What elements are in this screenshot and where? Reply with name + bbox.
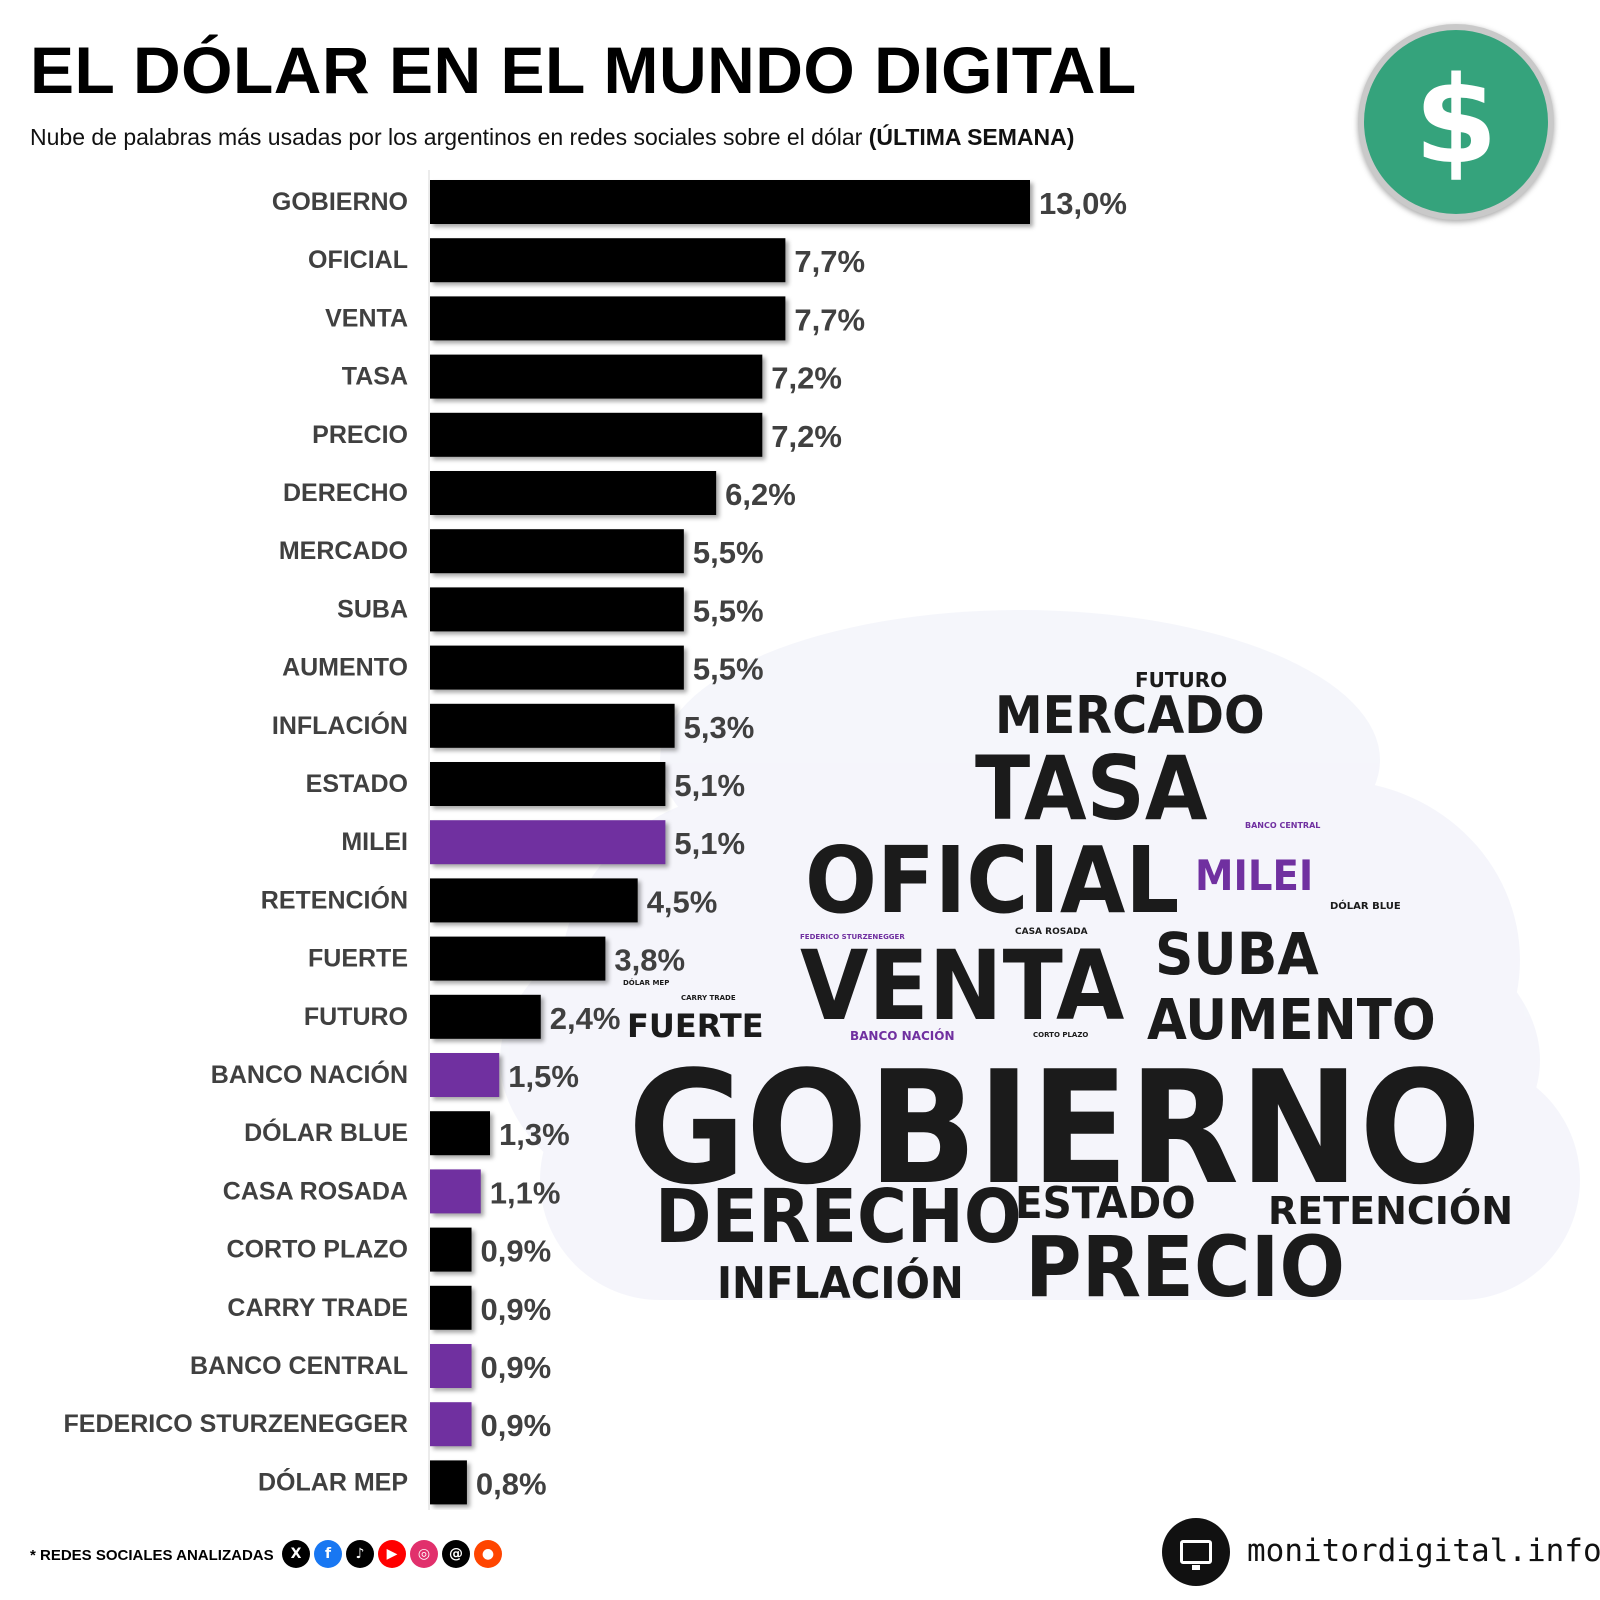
- category-label-13: FUERTE: [308, 945, 408, 973]
- value-label-9: 5,3%: [684, 710, 755, 745]
- value-label-10: 5,1%: [674, 768, 745, 803]
- subtitle-text: Nube de palabras más usadas por los arge…: [30, 124, 863, 150]
- facebook-icon: f: [314, 1540, 342, 1568]
- cloud-word-3: BANCO CENTRAL: [1245, 821, 1321, 830]
- value-label-2: 7,7%: [794, 302, 865, 337]
- value-label-12: 4,5%: [647, 884, 718, 919]
- bar-8: [430, 645, 684, 690]
- category-label-9: INFLACIÓN: [272, 710, 408, 740]
- bar-13: [430, 936, 606, 981]
- category-label-5: DERECHO: [283, 479, 408, 507]
- value-label-18: 0,9%: [481, 1234, 552, 1269]
- bar-12: [430, 878, 638, 923]
- bar-3: [430, 354, 763, 399]
- category-label-16: DÓLAR BLUE: [244, 1117, 408, 1147]
- category-label-22: DÓLAR MEP: [258, 1466, 408, 1496]
- category-label-17: CASA ROSADA: [223, 1177, 408, 1205]
- threads-icon: @: [442, 1540, 470, 1568]
- tiktok-icon: ♪: [346, 1540, 374, 1568]
- value-label-22: 0,8%: [476, 1466, 547, 1501]
- instagram-icon: ◎: [410, 1540, 438, 1568]
- value-label-15: 1,5%: [508, 1059, 579, 1094]
- value-label-21: 0,9%: [481, 1408, 552, 1443]
- category-label-21: FEDERICO STURZENEGGER: [64, 1410, 408, 1438]
- bar-7: [430, 587, 684, 632]
- cloud-word-20: RETENCIÓN: [1268, 1189, 1514, 1233]
- value-label-13: 3,8%: [614, 943, 685, 978]
- category-label-20: BANCO CENTRAL: [190, 1352, 408, 1380]
- value-label-19: 0,9%: [481, 1292, 552, 1327]
- dollar-symbol: $: [1414, 52, 1498, 191]
- x-icon: X: [282, 1540, 310, 1568]
- category-label-15: BANCO NACIÓN: [211, 1059, 408, 1089]
- category-label-10: ESTADO: [306, 770, 408, 798]
- category-label-14: FUTURO: [304, 1003, 408, 1031]
- category-label-0: GOBIERNO: [272, 188, 408, 216]
- bar-17: [430, 1169, 481, 1214]
- bar-5: [430, 471, 717, 515]
- reddit-icon: ●: [474, 1540, 502, 1568]
- value-label-14: 2,4%: [550, 1001, 621, 1036]
- category-label-2: VENTA: [325, 304, 408, 332]
- bar-15: [430, 1053, 500, 1097]
- bar-chart: GOBIERNO 13,0% OFICIAL 7,7% VENTA 7,7% TASA 7,2…: [64, 170, 1127, 1510]
- value-label-0: 13,0%: [1039, 186, 1127, 221]
- bar-20: [430, 1344, 472, 1388]
- category-label-7: SUBA: [337, 595, 408, 623]
- dollar-badge-icon: $: [1358, 24, 1554, 220]
- cloud-word-6: DÓLAR BLUE: [1330, 901, 1401, 912]
- value-label-6: 5,5%: [693, 535, 764, 570]
- category-label-12: RETENCIÓN: [261, 884, 408, 914]
- category-label-19: CARRY TRADE: [227, 1294, 408, 1322]
- value-label-8: 5,5%: [693, 652, 764, 687]
- bar-1: [430, 238, 786, 283]
- bar-10: [430, 762, 666, 806]
- bar-6: [430, 529, 684, 574]
- footer-note: * REDES SOCIALES ANALIZADAS: [30, 1547, 274, 1564]
- cloud-word-5: MILEI: [1195, 851, 1314, 900]
- value-label-5: 6,2%: [725, 477, 796, 512]
- value-label-3: 7,2%: [771, 361, 842, 396]
- category-label-8: AUMENTO: [282, 654, 408, 682]
- category-label-1: OFICIAL: [308, 246, 408, 274]
- category-label-11: MILEI: [341, 828, 408, 856]
- value-label-4: 7,2%: [771, 419, 842, 454]
- value-label-7: 5,5%: [693, 593, 764, 628]
- youtube-icon: ▶: [378, 1540, 406, 1568]
- value-label-11: 5,1%: [674, 826, 745, 861]
- page-title: EL DÓLAR EN EL MUNDO DIGITAL: [30, 33, 1137, 107]
- bar-14: [430, 994, 541, 1039]
- bar-4: [430, 412, 763, 457]
- subtitle-period: (ÚLTIMA SEMANA): [868, 124, 1075, 150]
- category-label-3: TASA: [342, 363, 408, 391]
- bar-21: [430, 1402, 472, 1447]
- bar-2: [430, 296, 786, 341]
- bar-0: [430, 180, 1030, 224]
- bar-9: [430, 703, 675, 748]
- page-subtitle: Nube de palabras más usadas por los arge…: [30, 124, 1074, 151]
- bar-22: [430, 1460, 467, 1505]
- brand-name[interactable]: monitordigital.info: [1247, 1533, 1600, 1569]
- bar-16: [430, 1111, 490, 1156]
- category-label-4: PRECIO: [312, 421, 408, 449]
- monitor-icon: [1162, 1518, 1230, 1586]
- value-label-17: 1,1%: [490, 1175, 561, 1210]
- value-label-16: 1,3%: [499, 1117, 570, 1152]
- bar-19: [430, 1285, 472, 1330]
- value-label-20: 0,9%: [481, 1350, 552, 1385]
- value-label-1: 7,7%: [794, 244, 865, 279]
- bar-11: [430, 820, 666, 865]
- bar-18: [430, 1227, 472, 1272]
- category-label-18: CORTO PLAZO: [227, 1236, 408, 1264]
- category-label-6: MERCADO: [279, 537, 408, 565]
